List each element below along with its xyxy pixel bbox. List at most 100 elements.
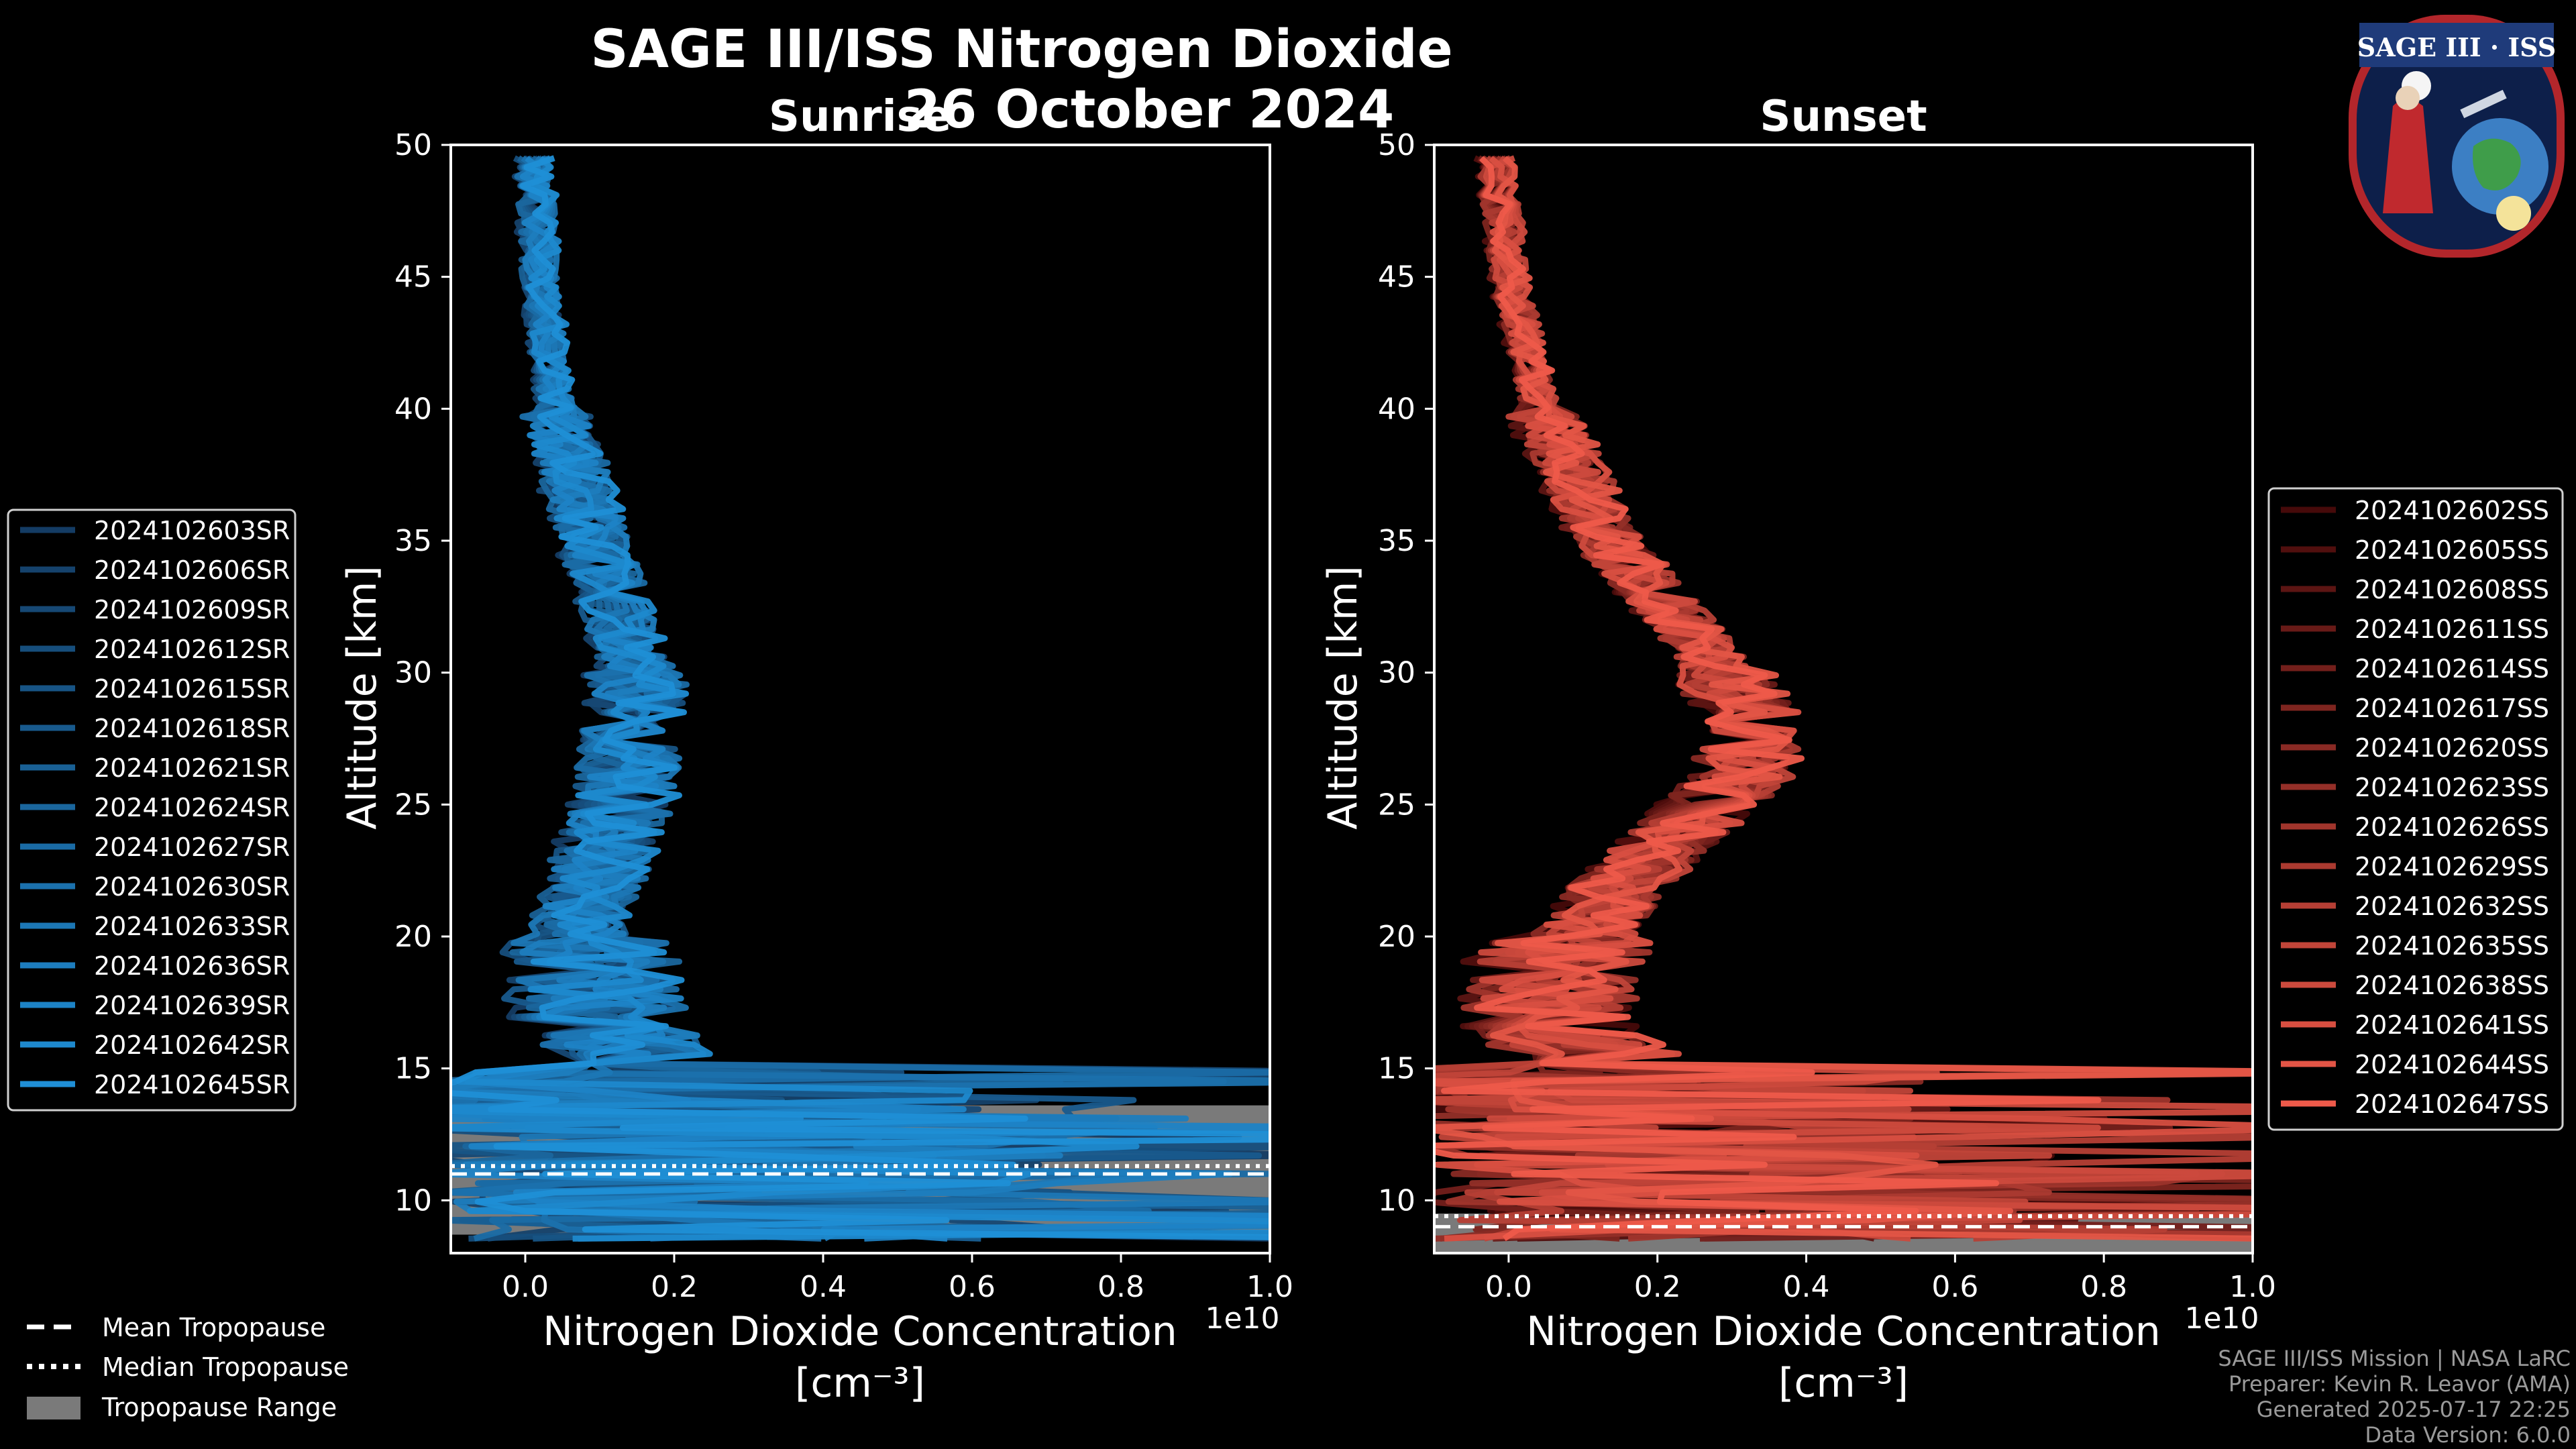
- sunset-legend: 2024102602SS 2024102605SS 2024102608SS 2024…: [2267, 487, 2564, 1131]
- logo-head-icon: [2396, 86, 2420, 110]
- sunrise-xlabel: Nitrogen Dioxide Concentration: [543, 1308, 1177, 1355]
- sunrise-legend: 2024102603SR 2024102606SR 2024102609SR 2024…: [7, 508, 297, 1112]
- sunrise-ytick-label: 20: [394, 920, 432, 954]
- sunrise-legend-label: 2024102621SR: [94, 753, 290, 783]
- sunrise-legend-label: 2024102636SR: [94, 951, 290, 981]
- sunset-legend-label: 2024102626SS: [2355, 812, 2549, 842]
- tropopause-range-swatch: [27, 1397, 80, 1419]
- logo-banner: [2359, 23, 2554, 67]
- mean-tropopause-label: Mean Tropopause: [102, 1313, 325, 1342]
- sunrise-xtick-label: 0.4: [800, 1270, 847, 1304]
- sunset-xtick-label: 0.0: [1485, 1270, 1532, 1304]
- figure-date: 26 October 2024: [904, 80, 1395, 140]
- sunset-xlabel-units: [cm⁻³]: [1778, 1360, 1909, 1407]
- sunrise-ytick-label: 30: [394, 656, 432, 690]
- sunset-legend-label: 2024102608SS: [2355, 575, 2549, 604]
- tropopause-legend: Mean Tropopause Median Tropopause Tropop…: [27, 1313, 349, 1422]
- sunrise-legend-label: 2024102633SR: [94, 912, 290, 941]
- sunset-legend-frame: [2267, 487, 2564, 1131]
- sunrise-xtick-label: 0.0: [502, 1270, 549, 1304]
- sunset-legend-label: 2024102605SS: [2355, 535, 2549, 565]
- sunrise-ytick-label: 40: [394, 392, 432, 426]
- sunset-legend-label: 2024102644SS: [2355, 1050, 2549, 1079]
- sunset-legend-label: 2024102647SS: [2355, 1089, 2549, 1119]
- sunrise-ytick-label: 15: [394, 1052, 432, 1086]
- sunset-legend-label: 2024102632SS: [2355, 892, 2549, 921]
- tropopause-range-label: Tropopause Range: [101, 1393, 337, 1422]
- sunrise-xtick-label: 0.8: [1097, 1270, 1144, 1304]
- sunrise-legend-label: 2024102606SR: [94, 555, 290, 585]
- sunset-xtick-label: 0.6: [1931, 1270, 1978, 1304]
- sunset-ylabel: Altitude [km]: [1320, 566, 1366, 830]
- sunrise-ytick-label: 10: [394, 1183, 432, 1218]
- sunrise-plot: 10 15 20 25 30 35 40 45 50 0.0 0.2 0.4 0.6 0.8 1.0: [394, 128, 1293, 1304]
- sunrise-plot-area: [451, 155, 1270, 1242]
- sunrise-series-2024102645SR: [451, 155, 1270, 1240]
- sunrise-ytick-label: 25: [394, 788, 432, 822]
- sunrise-xlabel-units: [cm⁻³]: [795, 1360, 925, 1407]
- sunrise-legend-label: 2024102615SR: [94, 674, 290, 704]
- sunrise-xtick-label: 0.6: [949, 1270, 996, 1304]
- sunset-x-scale: 1e10: [2184, 1301, 2259, 1336]
- sunrise-legend-frame: [7, 508, 297, 1112]
- sunrise-xtick-label: 1.0: [1246, 1270, 1293, 1304]
- logo-station-icon: [2460, 89, 2507, 119]
- sunrise-ytick-label: 45: [394, 260, 432, 294]
- footer-line: Generated 2025-07-17 22:25: [2256, 1397, 2571, 1422]
- sunset-plot: 10 15 20 25 30 35 40 45 50 0.0 0.2 0.4 0.6 0.8 1.0: [1378, 128, 2276, 1304]
- sunset-legend-label: 2024102638SS: [2355, 971, 2549, 1000]
- logo-text: SAGE III · ISS: [2357, 32, 2556, 62]
- sunrise-legend-label: 2024102630SR: [94, 872, 290, 902]
- sunset-frame: [1433, 144, 2254, 1254]
- sunset-series-2024102647SS: [1434, 156, 2102, 1242]
- logo-continent-icon: [2473, 138, 2521, 191]
- sunset-legend-label: 2024102620SS: [2355, 733, 2549, 763]
- sunset-legend-label: 2024102614SS: [2355, 654, 2549, 684]
- sunset-ytick-label: 15: [1378, 1052, 1415, 1086]
- sunrise-legend-label: 2024102624SR: [94, 793, 290, 822]
- sunset-ytick-label: 10: [1378, 1183, 1415, 1218]
- sunrise-legend-label: 2024102618SR: [94, 714, 290, 743]
- sunset-ytick-label: 35: [1378, 524, 1415, 558]
- sunrise-legend-label: 2024102609SR: [94, 595, 290, 625]
- sunrise-frame: [449, 144, 1271, 1254]
- sunset-legend-label: 2024102611SS: [2355, 614, 2549, 644]
- sunrise-ytick-label: 50: [394, 128, 432, 162]
- logo-sun-icon: [2496, 196, 2531, 231]
- sunrise-ylabel: Altitude [km]: [339, 566, 386, 830]
- sunset-plot-area: [1434, 155, 2253, 1253]
- sunrise-legend-label: 2024102639SR: [94, 991, 290, 1020]
- sunset-ytick-label: 40: [1378, 392, 1415, 426]
- sunrise-legend-label: 2024102612SR: [94, 635, 290, 664]
- sunset-ytick-label: 20: [1378, 920, 1415, 954]
- footer-credits: SAGE III/ISS Mission | NASA LaRC Prepare…: [2218, 1346, 2571, 1448]
- sunset-ytick-label: 45: [1378, 260, 1415, 294]
- sage-iii-iss-logo: SAGE III · ISS: [2349, 15, 2565, 258]
- sunrise-legend-label: 2024102627SR: [94, 833, 290, 862]
- subtitle-sunrise: Sunrise: [769, 92, 951, 142]
- footer-line: Data Version: 6.0.0: [2365, 1422, 2571, 1448]
- sunrise-ytick-label: 35: [394, 524, 432, 558]
- sunset-xtick-label: 0.4: [1783, 1270, 1830, 1304]
- sunset-legend-label: 2024102602SS: [2355, 496, 2549, 525]
- subtitle-sunset: Sunset: [1760, 92, 1927, 142]
- sunrise-legend-label: 2024102645SR: [94, 1070, 290, 1099]
- sunset-legend-label: 2024102617SS: [2355, 694, 2549, 723]
- logo-figure-icon: [2383, 99, 2433, 213]
- sunrise-legend-label: 2024102642SR: [94, 1030, 290, 1060]
- median-tropopause-label: Median Tropopause: [102, 1352, 349, 1382]
- sunset-xtick-label: 0.2: [1634, 1270, 1681, 1304]
- footer-line: SAGE III/ISS Mission | NASA LaRC: [2218, 1346, 2571, 1371]
- sunset-ytick-label: 30: [1378, 656, 1415, 690]
- sunset-legend-label: 2024102623SS: [2355, 773, 2549, 802]
- sunset-xlabel: Nitrogen Dioxide Concentration: [1526, 1308, 2161, 1355]
- sunset-ytick-label: 50: [1378, 128, 1415, 162]
- sunrise-legend-label: 2024102603SR: [94, 516, 290, 545]
- footer-line: Preparer: Kevin R. Leavor (AMA): [2228, 1371, 2571, 1397]
- sunrise-x-scale: 1e10: [1205, 1301, 1279, 1336]
- sunset-ytick-label: 25: [1378, 788, 1415, 822]
- sunrise-xtick-label: 0.2: [651, 1270, 698, 1304]
- sunset-xtick-label: 1.0: [2229, 1270, 2276, 1304]
- sunset-xtick-label: 0.8: [2080, 1270, 2127, 1304]
